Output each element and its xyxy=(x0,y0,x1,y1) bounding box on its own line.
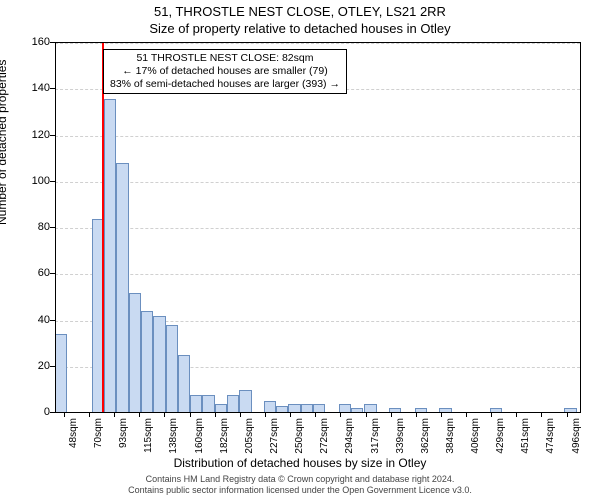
x-tick-label: 227sqm xyxy=(269,418,280,454)
y-tick-label: 80 xyxy=(10,221,50,233)
x-tick-label: 160sqm xyxy=(194,418,205,454)
histogram-bar xyxy=(239,390,251,413)
x-tick-label: 317sqm xyxy=(370,418,381,454)
chart-container: 51, THROSTLE NEST CLOSE, OTLEY, LS21 2RR… xyxy=(0,0,600,500)
histogram-bar xyxy=(166,325,178,413)
y-tick xyxy=(50,88,55,89)
histogram-bar xyxy=(178,355,190,413)
y-tick-label: 20 xyxy=(10,360,50,372)
y-tick-label: 160 xyxy=(10,36,50,48)
x-tick-label: 384sqm xyxy=(445,418,456,454)
x-tick xyxy=(516,412,517,417)
y-tick xyxy=(50,227,55,228)
annotation-box: 51 THROSTLE NEST CLOSE: 82sqm← 17% of de… xyxy=(103,49,347,94)
y-tick-label: 140 xyxy=(10,82,50,94)
histogram-bar xyxy=(116,163,128,413)
x-tick xyxy=(114,412,115,417)
x-tick xyxy=(366,412,367,417)
x-tick-label: 93sqm xyxy=(118,418,129,448)
annot-line1: 51 THROSTLE NEST CLOSE: 82sqm xyxy=(136,52,313,64)
y-tick xyxy=(50,135,55,136)
x-tick xyxy=(190,412,191,417)
gridline xyxy=(55,182,580,183)
gridline xyxy=(55,43,580,44)
x-tick-label: 48sqm xyxy=(68,418,79,448)
x-tick-label: 205sqm xyxy=(244,418,255,454)
x-tick xyxy=(139,412,140,417)
x-tick xyxy=(391,412,392,417)
histogram-bar xyxy=(153,316,165,413)
y-tick xyxy=(50,42,55,43)
x-tick xyxy=(541,412,542,417)
x-tick xyxy=(315,412,316,417)
x-tick-label: 138sqm xyxy=(168,418,179,454)
x-tick-label: 339sqm xyxy=(395,418,406,454)
x-tick-label: 115sqm xyxy=(143,418,154,453)
x-tick-label: 429sqm xyxy=(495,418,506,454)
x-tick xyxy=(290,412,291,417)
x-tick-label: 406sqm xyxy=(470,418,481,454)
gridline xyxy=(55,136,580,137)
plot-area: 51 THROSTLE NEST CLOSE: 82sqm← 17% of de… xyxy=(55,42,581,413)
chart-title-main: 51, THROSTLE NEST CLOSE, OTLEY, LS21 2RR xyxy=(0,4,600,19)
histogram-bar xyxy=(55,334,67,413)
chart-footer: Contains HM Land Registry data © Crown c… xyxy=(0,474,600,496)
y-tick-label: 40 xyxy=(10,314,50,326)
y-tick-label: 60 xyxy=(10,267,50,279)
y-tick-label: 0 xyxy=(10,406,50,418)
x-tick xyxy=(491,412,492,417)
x-tick xyxy=(416,412,417,417)
x-tick-label: 362sqm xyxy=(420,418,431,454)
gridline xyxy=(55,274,580,275)
x-tick xyxy=(215,412,216,417)
y-tick xyxy=(50,181,55,182)
histogram-bar xyxy=(141,311,153,413)
histogram-bar xyxy=(227,395,239,414)
y-tick-label: 120 xyxy=(10,129,50,141)
x-tick xyxy=(441,412,442,417)
y-tick xyxy=(50,366,55,367)
gridline xyxy=(55,228,580,229)
footer-line2: Contains public sector information licen… xyxy=(128,485,472,495)
x-tick-label: 294sqm xyxy=(344,418,355,454)
y-tick xyxy=(50,412,55,413)
x-tick-label: 474sqm xyxy=(545,418,556,454)
y-tick-label: 100 xyxy=(10,175,50,187)
reference-line xyxy=(102,43,104,413)
x-tick-label: 496sqm xyxy=(571,418,582,454)
histogram-bar xyxy=(104,99,116,414)
annot-line2: ← 17% of detached houses are smaller (79… xyxy=(122,65,327,77)
y-axis xyxy=(55,42,56,412)
y-tick xyxy=(50,273,55,274)
x-tick xyxy=(64,412,65,417)
histogram-bar xyxy=(202,395,214,414)
x-axis xyxy=(55,412,580,413)
histogram-bar xyxy=(190,395,202,414)
footer-line1: Contains HM Land Registry data © Crown c… xyxy=(146,474,455,484)
x-tick xyxy=(164,412,165,417)
annot-line3: 83% of semi-detached houses are larger (… xyxy=(110,78,340,90)
x-tick-label: 451sqm xyxy=(520,418,531,454)
y-tick xyxy=(50,320,55,321)
x-tick xyxy=(265,412,266,417)
x-tick-label: 70sqm xyxy=(93,418,104,448)
histogram-bar xyxy=(129,293,141,413)
x-tick-label: 272sqm xyxy=(319,418,330,454)
x-tick xyxy=(567,412,568,417)
chart-title-sub: Size of property relative to detached ho… xyxy=(0,21,600,36)
x-tick-label: 182sqm xyxy=(219,418,230,454)
x-tick xyxy=(89,412,90,417)
x-axis-label: Distribution of detached houses by size … xyxy=(0,456,600,470)
x-tick xyxy=(466,412,467,417)
x-tick xyxy=(240,412,241,417)
y-axis-label: Number of detached properties xyxy=(0,60,9,225)
x-tick xyxy=(340,412,341,417)
x-tick-label: 250sqm xyxy=(294,418,305,454)
